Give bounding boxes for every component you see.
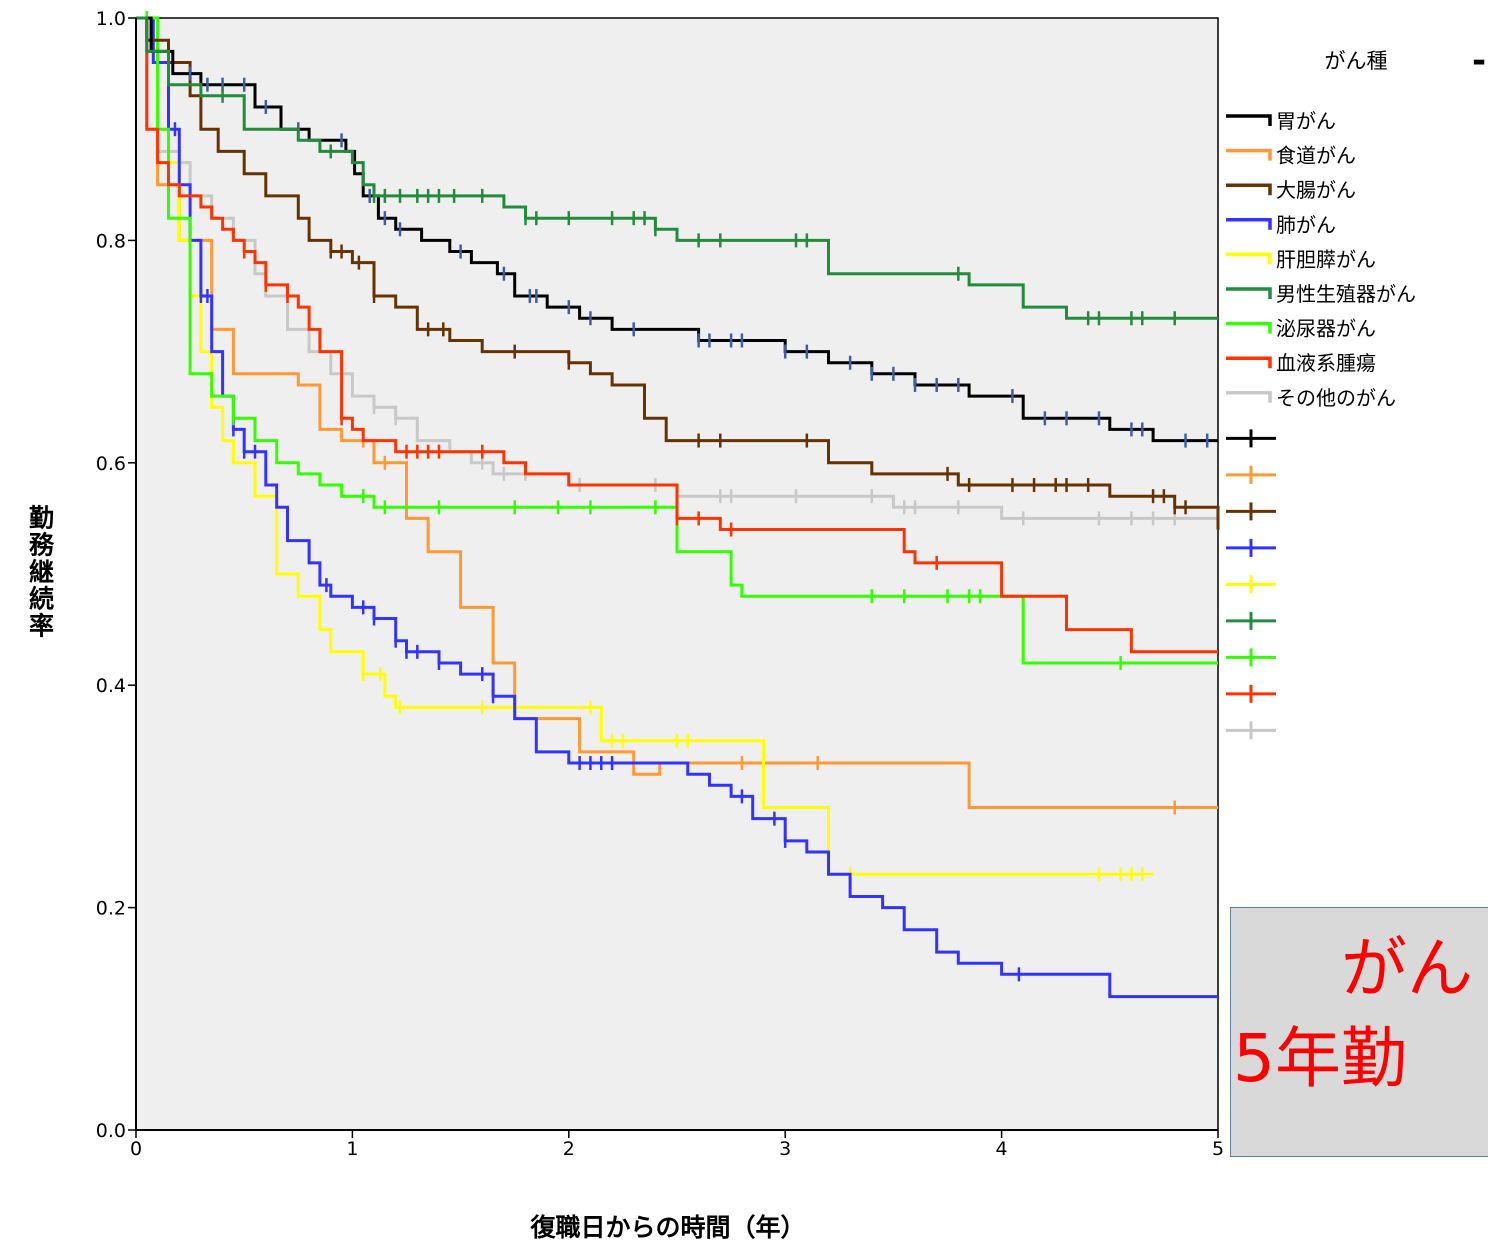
legend-label-1: 食道がん bbox=[1276, 144, 1356, 168]
y-tick-label-0.8: 0.8 bbox=[96, 230, 126, 252]
y-tick-label-0.2: 0.2 bbox=[96, 898, 126, 920]
plot-background bbox=[135, 17, 1219, 1131]
legend-label-0: 胃がん bbox=[1276, 109, 1336, 133]
legend-censor-8 bbox=[1226, 721, 1276, 740]
legend-item-6: 泌尿器がん bbox=[1226, 317, 1376, 341]
x-tick-label-3: 3 bbox=[779, 1138, 791, 1160]
series-6 bbox=[136, 11, 1218, 670]
x-axis-title: 復職日からの時間（年） bbox=[529, 1213, 805, 1242]
legend-item-7: 血液系腫瘍 bbox=[1226, 351, 1376, 375]
series-5 bbox=[136, 16, 1218, 326]
legend: 胃がん食道がん大腸がん肺がん肝胆膵がん男性生殖器がん泌尿器がん血液系腫瘍その他の… bbox=[1226, 109, 1416, 740]
series-line-7 bbox=[136, 16, 1218, 654]
legend-censor-0 bbox=[1226, 429, 1276, 448]
series-7 bbox=[136, 16, 1218, 654]
legend-label-5: 男性生殖器がん bbox=[1276, 282, 1416, 306]
x-tick-label-4: 4 bbox=[996, 1138, 1008, 1160]
legend-swatch-3 bbox=[1226, 218, 1272, 230]
series-2 bbox=[136, 16, 1220, 530]
series-line-4 bbox=[136, 16, 1154, 876]
note-line-1: がん bbox=[1341, 930, 1473, 1007]
legend-label-2: 大腸がん bbox=[1276, 178, 1356, 202]
legend-item-3: 肺がん bbox=[1226, 213, 1336, 237]
note-box: がん 5年勤 bbox=[1230, 907, 1488, 1157]
legend-item-8: その他のがん bbox=[1226, 386, 1396, 410]
ticks: 0 1 2 3 4 5 0.0 0.2 0.4 0.6 0.8 1.0 bbox=[96, 8, 1224, 1160]
legend-item-5: 男性生殖器がん bbox=[1226, 282, 1416, 306]
y-tick-label-0.4: 0.4 bbox=[96, 675, 126, 697]
survival-curves bbox=[136, 11, 1220, 999]
series-line-2 bbox=[136, 16, 1220, 530]
y-tick-label-0.0: 0.0 bbox=[96, 1120, 126, 1142]
x-tick-label-2: 2 bbox=[563, 1138, 575, 1160]
legend-label-4: 肝胆膵がん bbox=[1276, 247, 1376, 271]
legend-swatch-2 bbox=[1226, 183, 1272, 196]
legend-item-4: 肝胆膵がん bbox=[1226, 247, 1376, 271]
legend-swatch-6 bbox=[1226, 321, 1272, 334]
series-line-6 bbox=[136, 16, 1218, 665]
series-line-0 bbox=[136, 16, 1218, 443]
legend-partial-mark: - bbox=[1472, 41, 1486, 81]
legend-censor-7 bbox=[1226, 684, 1276, 703]
legend-censor-4 bbox=[1226, 575, 1276, 594]
legend-censor-5 bbox=[1226, 611, 1276, 630]
y-axis-title: 勤務継続率 bbox=[26, 505, 55, 640]
legend-censor-3 bbox=[1226, 538, 1276, 557]
series-line-3 bbox=[136, 16, 1218, 999]
legend-label-3: 肺がん bbox=[1276, 213, 1336, 237]
legend-item-2: 大腸がん bbox=[1226, 178, 1356, 202]
legend-label-6: 泌尿器がん bbox=[1276, 317, 1376, 341]
x-tick-label-0: 0 bbox=[130, 1138, 142, 1160]
legend-title: がん種 bbox=[1325, 49, 1388, 73]
legend-swatch-5 bbox=[1226, 287, 1272, 299]
legend-swatch-4 bbox=[1226, 252, 1272, 265]
x-tick-label-5: 5 bbox=[1212, 1138, 1224, 1160]
legend-label-8: その他のがん bbox=[1276, 386, 1396, 410]
legend-swatch-0 bbox=[1226, 114, 1272, 126]
legend-label-7: 血液系腫瘍 bbox=[1276, 351, 1376, 375]
note-line-2: 5年勤 bbox=[1233, 1020, 1407, 1097]
legend-censor-2 bbox=[1226, 502, 1276, 521]
x-tick-label-1: 1 bbox=[346, 1138, 358, 1160]
legend-censor-1 bbox=[1226, 465, 1276, 484]
legend-censor-6 bbox=[1226, 648, 1276, 667]
y-tick-label-1.0: 1.0 bbox=[96, 8, 126, 30]
axes bbox=[135, 18, 1218, 1131]
legend-swatch-8 bbox=[1226, 391, 1272, 403]
legend-swatch-1 bbox=[1226, 148, 1272, 161]
y-tick-label-0.6: 0.6 bbox=[96, 453, 126, 475]
legend-item-1: 食道がん bbox=[1226, 144, 1356, 168]
legend-swatch-7 bbox=[1226, 356, 1272, 369]
series-0 bbox=[136, 16, 1218, 448]
legend-item-0: 胃がん bbox=[1226, 109, 1336, 133]
